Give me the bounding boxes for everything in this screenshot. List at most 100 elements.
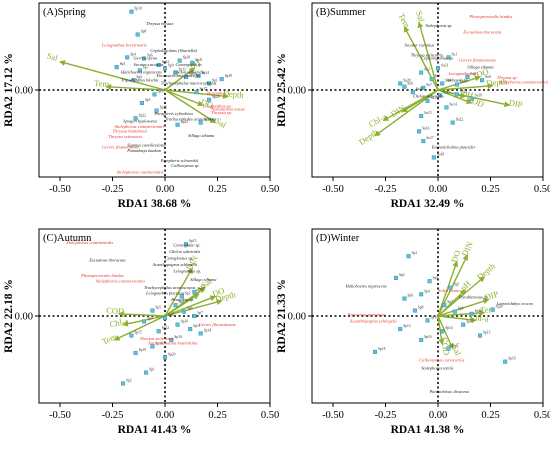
env-vector-label: Chl-a	[109, 316, 130, 330]
species-label-black: Trachycephalus uranoscopus	[165, 116, 217, 121]
site-label: Sp10	[475, 309, 483, 313]
site-point	[183, 74, 188, 79]
y-tick-label: 0.00	[288, 312, 306, 323]
species-label-red: Solea ovata	[438, 288, 460, 293]
env-vector-label: Tem	[94, 78, 110, 89]
species-label-black: Encrasicholina punctifer	[156, 73, 201, 78]
x-tick-label: 0.00	[156, 184, 174, 195]
panel-autumn: -0.50 -0.25 0.00 0.25 0.50 0.00 RDA1 41.43 % RD…	[3, 228, 279, 436]
species-label-black: Pempheris schwenkii	[160, 158, 199, 163]
site-point	[419, 337, 424, 342]
site-point	[156, 329, 161, 334]
site-point	[183, 242, 188, 247]
site-point	[114, 65, 119, 70]
site-point	[425, 318, 430, 323]
x-tick-label: -0.25	[375, 410, 397, 421]
site-point	[469, 96, 474, 101]
site-label: Sp7	[447, 300, 453, 304]
site-point	[431, 155, 436, 160]
site-point	[154, 108, 159, 113]
site-point	[169, 337, 174, 342]
site-label: Sp16	[424, 335, 432, 339]
site-label: Sp12	[162, 326, 170, 330]
site-label: Sp7	[143, 65, 149, 69]
species-label-red: Nematalosa nasus	[210, 107, 245, 112]
env-vector-arrow	[417, 21, 439, 91]
x-tick-label: 0.25	[481, 184, 499, 195]
env-vector-label: Tem	[480, 304, 496, 315]
site-point	[133, 116, 138, 121]
site-point	[198, 120, 203, 125]
species-label-black: Escualosa thoracata	[88, 258, 126, 263]
site-label: Sp5	[145, 98, 151, 102]
env-vector-label: DO	[449, 249, 462, 264]
panel-spring: -0.50 -0.25 0.00 0.25 0.50 0.00 RDA1 38.68 % RD…	[3, 2, 279, 210]
site-point	[192, 290, 197, 295]
x-tick-label: 0.00	[156, 410, 174, 421]
env-vector-arrow	[164, 299, 223, 317]
site-label: Su22	[456, 118, 464, 122]
env-vector-arrow	[437, 89, 511, 108]
site-label: Sp12	[162, 60, 170, 64]
site-label: Su5	[460, 80, 466, 84]
site-label: Sp20	[212, 95, 220, 99]
x-tick-label: -0.50	[49, 410, 71, 421]
y-tick-label: 0.00	[288, 86, 306, 97]
x-tick-label: -0.25	[102, 410, 124, 421]
species-label-red: Thryssa hamiltonii	[113, 128, 148, 133]
site-point	[120, 381, 125, 386]
site-label: Sp15	[134, 331, 142, 335]
site-point	[480, 78, 485, 83]
site-label: Sp16	[174, 335, 182, 339]
env-vector-label: Sal	[450, 343, 464, 358]
species-label-black: Larimichthys crocea	[496, 301, 534, 306]
site-point	[152, 92, 157, 97]
x-axis-label: RDA1 38.68 %	[118, 198, 192, 210]
species-label-black: Cephalogobius sp.	[421, 56, 454, 61]
site-point	[133, 350, 138, 355]
site-point	[173, 70, 178, 75]
species-label-red: Thryssa sp.	[497, 75, 518, 80]
site-point	[442, 303, 447, 308]
species-label-black: Secutor ruconius	[404, 43, 434, 48]
site-point	[162, 355, 167, 360]
site-point	[144, 370, 149, 375]
site-label: Sp9	[458, 307, 464, 311]
site-point	[398, 81, 403, 86]
site-point	[129, 333, 134, 338]
x-tick-label: 0.50	[534, 410, 550, 421]
x-tick-label: 0.50	[534, 184, 550, 195]
x-axis-label: RDA1 32.49 %	[391, 198, 465, 210]
site-label: Sp5	[454, 283, 460, 287]
site-point	[446, 55, 451, 60]
site-point	[465, 74, 470, 79]
site-point	[419, 114, 424, 119]
species-label-black: Chelon subviridis	[169, 249, 200, 254]
env-vector-arrow	[164, 267, 193, 317]
species-label-red: Leiognathus brevirostris	[101, 43, 147, 48]
site-label: Sp13	[179, 68, 187, 72]
y-axis-label: RDA2 22.18 %	[3, 279, 15, 353]
site-point	[150, 344, 155, 349]
site-point	[141, 319, 146, 324]
site-point	[421, 139, 426, 144]
site-label: Sp22	[139, 113, 147, 117]
site-point	[450, 120, 455, 125]
y-axis-label: RDA2 17.12 %	[3, 53, 15, 127]
species-label-red: Stolephorus continentalis	[66, 240, 113, 245]
site-label: Sp1	[212, 78, 218, 82]
site-point	[135, 32, 140, 37]
site-label: Sp11	[193, 324, 200, 328]
site-point	[162, 316, 167, 321]
species-label-black: Callionymus sp.	[171, 163, 199, 168]
species-label-black: Encrasicholina punctifer	[431, 145, 476, 150]
site-label: Sp18	[155, 341, 163, 345]
site-label: Sp6	[187, 307, 193, 311]
site-label: Sp17	[200, 87, 208, 91]
site-label: Sp17	[452, 344, 460, 348]
site-label: Sp2	[126, 378, 132, 382]
species-label-red: Encrasicholina heteroloba	[147, 340, 198, 345]
env-vector-arrow	[437, 310, 486, 317]
site-point	[461, 322, 466, 327]
env-vector-label: Sal	[414, 10, 427, 24]
